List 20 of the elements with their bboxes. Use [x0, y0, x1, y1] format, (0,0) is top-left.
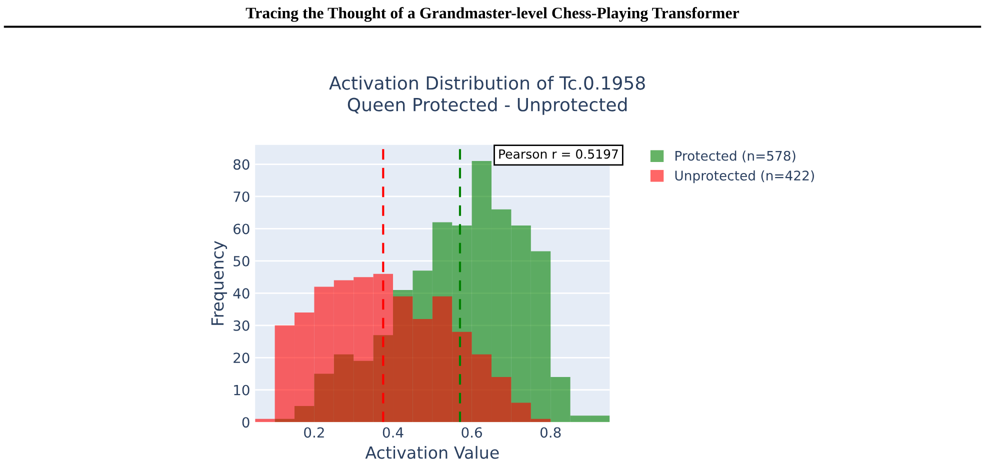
- annotation: Pearson r = 0.5197: [499, 149, 618, 159]
- x-tick-label: 0.2: [304, 427, 324, 438]
- y-tick-label: 50: [234, 256, 250, 266]
- x-tick-label: 0.6: [462, 427, 482, 438]
- y-tick-label: 70: [234, 191, 250, 202]
- x-tick-label: 0.8: [540, 427, 561, 438]
- legend-label: Unprotected (n=422): [675, 170, 814, 184]
- y-tick-label: 80: [234, 159, 250, 170]
- y-tick-label: 40: [233, 288, 250, 299]
- y-tick-label: 60: [234, 224, 250, 234]
- y-tick-label: 0: [242, 417, 250, 428]
- y-tick-label: 20: [234, 352, 250, 364]
- y-axis-title: Frequency: [211, 240, 228, 325]
- legend-label: Protected (n=578): [675, 150, 796, 162]
- x-axis-title: Activation Value: [365, 446, 499, 459]
- chart-title: Activation Distribution of Tc.0.1958 Queen Protected - Unprotected: [329, 76, 645, 115]
- y-tick-label: 30: [234, 320, 250, 331]
- text: Tracing the Thought of a Grandmaster-level Chess-Playing Transformer: [246, 7, 740, 22]
- y-tick-label: 10: [234, 384, 250, 396]
- x-tick-label: 0.4: [382, 427, 404, 438]
